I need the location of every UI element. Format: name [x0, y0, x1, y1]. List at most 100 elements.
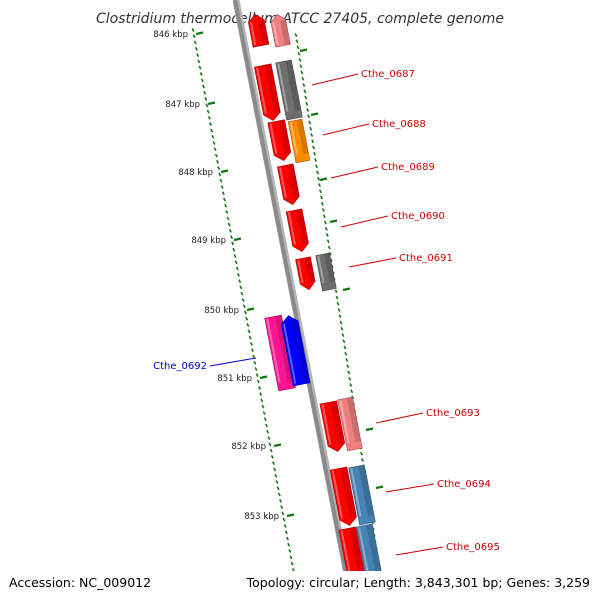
minor-tick — [240, 291, 244, 296]
minor-tick — [291, 568, 295, 572]
gene-label-text[interactable]: Cthe_0691 — [399, 253, 453, 264]
minor-tick — [210, 128, 214, 133]
gene-block[interactable] — [295, 256, 317, 291]
minor-tick — [260, 398, 264, 403]
minor-tick — [345, 358, 349, 362]
gene-label-cthe_0694[interactable]: Cthe_0694 — [385, 479, 491, 493]
gene-label-cthe_0687[interactable]: Cthe_0687 — [311, 69, 415, 86]
minor-tick — [303, 89, 307, 94]
minor-tick — [344, 351, 348, 356]
major-tick — [342, 287, 351, 292]
minor-tick — [339, 320, 343, 325]
gene-block[interactable] — [337, 396, 363, 452]
minor-tick — [248, 335, 252, 340]
major-tick — [246, 307, 255, 312]
gene-label-cthe_0695[interactable]: Cthe_0695 — [395, 542, 500, 556]
minor-tick — [217, 166, 221, 170]
minor-tick — [200, 78, 204, 83]
minor-tick — [336, 301, 340, 306]
minor-tick — [196, 53, 200, 57]
gene-block[interactable] — [254, 63, 281, 122]
gene-block[interactable] — [319, 400, 346, 453]
gene-block[interactable] — [270, 13, 291, 48]
minor-tick — [334, 289, 338, 294]
gene-label-cthe_0688[interactable]: Cthe_0688 — [322, 119, 426, 136]
backbone-line — [233, 0, 353, 600]
gene-block[interactable] — [356, 523, 384, 587]
minor-tick — [277, 492, 281, 497]
minor-tick — [276, 486, 280, 491]
gene-block[interactable] — [275, 59, 303, 121]
minor-tick — [298, 58, 302, 62]
minor-tick — [285, 536, 290, 541]
minor-tick — [203, 90, 207, 95]
gene-label-text[interactable]: Cthe_0689 — [381, 162, 435, 173]
minor-tick — [318, 189, 322, 194]
gene-block[interactable] — [280, 314, 311, 387]
gene-block[interactable] — [267, 119, 292, 162]
tick-label: 853 kbp — [244, 512, 279, 522]
minor-tick — [250, 348, 255, 353]
minor-tick — [208, 122, 213, 127]
major-tick — [259, 375, 268, 380]
minor-tick — [342, 339, 346, 344]
minor-tick — [325, 233, 329, 237]
gene-label-cthe_0691[interactable]: Cthe_0691 — [348, 253, 453, 268]
minor-tick — [238, 279, 242, 283]
gene-label-text[interactable]: Cthe_0694 — [437, 479, 491, 490]
gene-label-cthe_0692[interactable]: Cthe_0692 — [153, 357, 257, 372]
leader-line — [322, 123, 370, 136]
minor-tick — [274, 473, 278, 478]
minor-tick — [257, 385, 262, 390]
minor-tick — [311, 139, 315, 144]
gene-block[interactable] — [287, 118, 311, 164]
minor-tick — [205, 103, 209, 108]
major-tick — [233, 237, 242, 242]
minor-tick — [296, 45, 300, 50]
minor-tick — [359, 451, 363, 456]
gene-label-cthe_0693[interactable]: Cthe_0693 — [375, 408, 480, 424]
major-tick — [375, 485, 384, 490]
minor-tick — [310, 133, 314, 137]
gene-block[interactable] — [247, 13, 270, 48]
minor-tick — [215, 159, 220, 164]
minor-tick — [256, 379, 260, 384]
minor-tick — [323, 220, 327, 225]
minor-tick — [289, 555, 293, 560]
minor-tick — [201, 84, 206, 89]
gene-label-text[interactable]: Cthe_0687 — [361, 69, 415, 80]
major-tick — [329, 219, 338, 224]
gene-label-text[interactable]: Cthe_0693 — [426, 408, 480, 419]
gene-label-text[interactable]: Cthe_0688 — [372, 119, 426, 130]
gene-block[interactable] — [285, 208, 310, 253]
tick-label: 848 kbp — [178, 168, 213, 178]
minor-tick — [245, 316, 249, 321]
major-tick — [299, 48, 308, 53]
minor-tick — [343, 345, 347, 350]
gene-label-cthe_0690[interactable]: Cthe_0690 — [340, 211, 445, 228]
gene-block[interactable] — [277, 163, 300, 206]
minor-tick — [360, 458, 364, 462]
gene-label-text[interactable]: Cthe_0692 — [153, 361, 207, 372]
gene-block[interactable] — [315, 252, 337, 292]
leader-line — [375, 412, 424, 424]
major-tick — [286, 513, 295, 518]
gene-block[interactable] — [329, 466, 358, 527]
minor-tick — [197, 59, 201, 64]
major-tick — [310, 112, 319, 117]
major-tick — [365, 427, 374, 432]
gene-label-text[interactable]: Cthe_0690 — [391, 211, 445, 222]
gene-label-text[interactable]: Cthe_0695 — [446, 542, 500, 553]
minor-tick — [268, 442, 272, 447]
minor-tick — [227, 222, 231, 227]
minor-tick — [312, 145, 316, 150]
genome-backbone — [232, 0, 356, 600]
minor-tick — [316, 176, 320, 181]
leader-line — [385, 483, 435, 493]
minor-tick — [218, 172, 222, 177]
gene-label-cthe_0689[interactable]: Cthe_0689 — [330, 162, 435, 179]
minor-tick — [192, 34, 196, 39]
genome-stats-text: Topology: circular; Length: 3,843,301 bp… — [246, 575, 590, 590]
gene-block[interactable] — [348, 464, 376, 526]
minor-tick — [326, 239, 330, 244]
